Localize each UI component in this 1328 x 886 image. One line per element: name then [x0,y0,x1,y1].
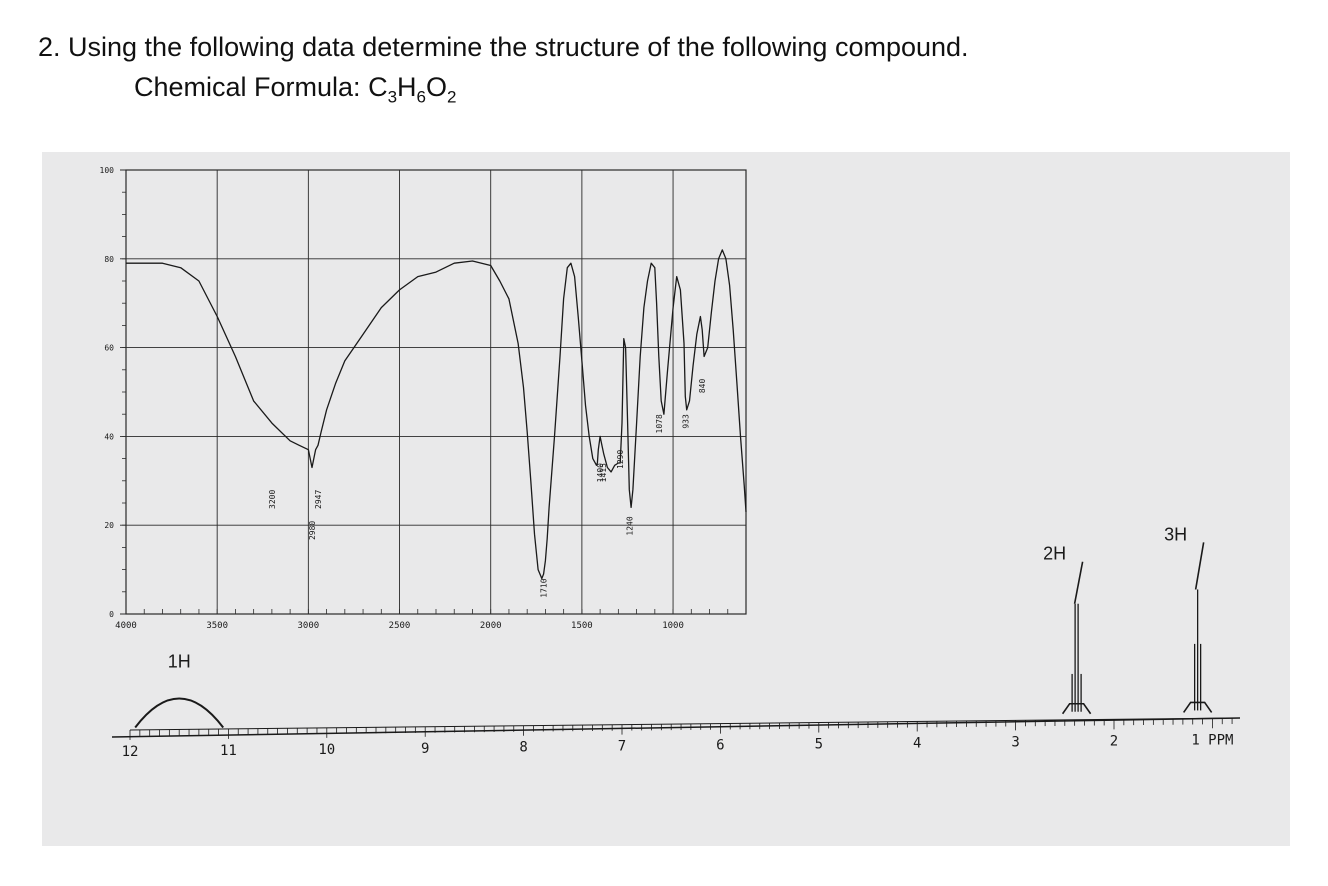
ir-peak-label-1415: 1415 [599,463,608,482]
nmr-tick-6: 6 [716,738,724,754]
ir-peak-label-933: 933 [681,414,690,429]
ir-ytick-20: 20 [104,521,114,530]
formula-c: C3 [368,72,398,107]
ir-xtick-1500: 1500 [571,621,593,631]
spectra-photo: 4000 3500 3000 2500 2000 1500 1000 0 20 40 60 80 100… [42,152,1290,846]
ir-xtick-4000: 4000 [115,621,137,631]
ir-ytick-60: 60 [104,344,114,353]
nmr-peak-base [1182,701,1213,713]
nmr-tick-5: 5 [815,737,823,753]
nmr-tick-12: 12 [122,744,139,760]
nmr-signal-broad-1H [134,697,224,729]
ir-ytick-0: 0 [109,610,114,619]
nmr-integral-line [1194,542,1205,590]
ir-peak-label-1290: 1290 [616,450,625,469]
formula-o: O2 [426,72,457,107]
nmr-integration-2H: 2H [1043,544,1066,564]
ir-xtick-2000: 2000 [480,621,502,631]
nmr-tick-2: 2 [1110,733,1118,749]
ir-peak-label-1078: 1078 [655,414,664,433]
nmr-tick-4: 4 [913,735,921,751]
nmr-peak-base [1061,702,1092,715]
spectra-svg: 4000 3500 3000 2500 2000 1500 1000 0 20 40 60 80 100… [100,166,1241,760]
ir-peak-label-1240: 1240 [625,516,634,535]
ir-spectrum: 4000 3500 3000 2500 2000 1500 1000 0 20 40 60 80 100… [100,166,747,631]
ir-trace [126,249,747,580]
ir-xtick-2500: 2500 [389,621,411,631]
ir-peak-label-1400: 1400 [596,463,605,482]
nmr-tick-9: 9 [421,741,429,757]
question-title: 2. Using the following data determine th… [38,32,969,62]
nmr-spectrum: 12 11 10 9 8 7 6 5 4 3 2 1 PPM 1H 2H 3H [111,524,1241,760]
ir-peak-label-2980: 2980 [308,521,317,540]
nmr-tick-11: 11 [220,743,237,759]
nmr-tick-8: 8 [519,740,527,756]
ir-peak-label-840: 840 [698,379,707,394]
ir-ytick-40: 40 [104,432,114,441]
ir-peak-label-3200: 3200 [268,489,277,508]
nmr-integral-line [1073,561,1084,604]
ir-peak-label-2947: 2947 [314,489,323,508]
formula-label: Chemical Formula: [134,72,369,102]
nmr-baseline [111,717,1241,738]
ir-ytick-80: 80 [104,255,114,264]
ir-xtick-3500: 3500 [206,621,228,631]
ir-xtick-3000: 3000 [298,621,320,631]
nmr-tick-1 PPM: 1 PPM [1191,732,1233,748]
nmr-integration-3H: 3H [1164,524,1187,544]
formula-h: H6 [397,72,426,107]
nmr-tick-7: 7 [618,739,626,755]
ir-xtick-1000: 1000 [662,621,684,631]
ir-frame [125,169,747,615]
nmr-axis [129,717,1238,731]
nmr-integration-1H: 1H [168,651,191,671]
ir-ytick-100: 100 [100,166,115,175]
nmr-tick-10: 10 [318,742,335,758]
nmr-tick-3: 3 [1011,734,1019,750]
chemical-formula: Chemical Formula: C3H6O2 [134,72,456,107]
ir-peak-label-1710: 1710 [540,578,549,597]
